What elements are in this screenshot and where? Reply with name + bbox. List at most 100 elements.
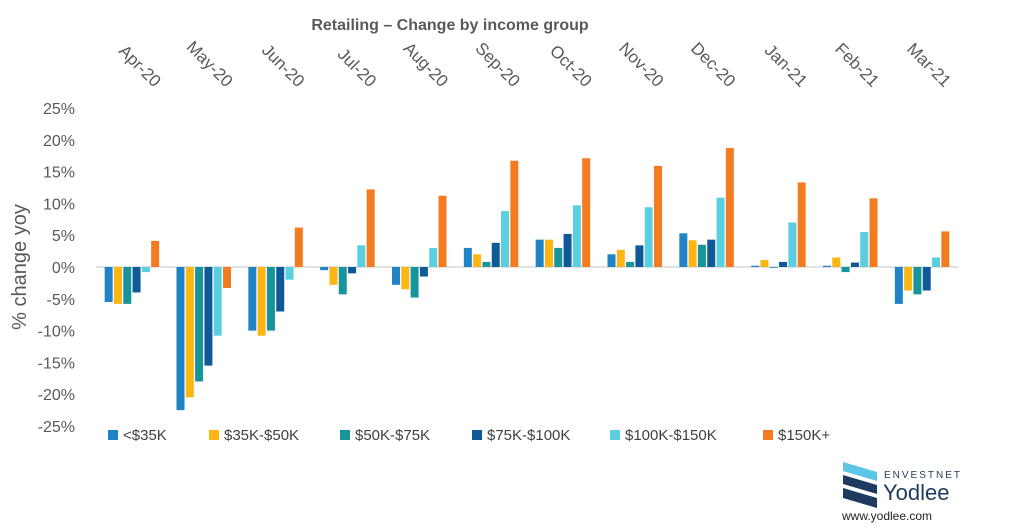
y-tick-label: 10%	[43, 196, 75, 213]
bar	[204, 267, 213, 366]
logo-mark	[843, 462, 877, 508]
bar	[338, 267, 347, 295]
bar	[688, 240, 697, 267]
legend-swatch	[340, 430, 350, 440]
bar	[223, 267, 231, 288]
bar	[850, 262, 859, 267]
bar	[582, 158, 591, 267]
x-tick-label: Aug-20	[400, 39, 452, 91]
bar	[941, 231, 950, 267]
bar	[841, 267, 850, 273]
bar	[823, 265, 831, 267]
y-tick-label: -15%	[38, 355, 75, 372]
y-tick-label: -10%	[38, 324, 75, 341]
bar	[104, 267, 113, 302]
legend-label: $35K-$50K	[224, 427, 299, 444]
bar	[707, 239, 716, 267]
bar	[266, 267, 275, 331]
x-tick-label: Dec-20	[687, 39, 739, 91]
bar	[760, 260, 769, 267]
x-tick-label: Sep-20	[471, 39, 523, 91]
legend-swatch	[763, 430, 773, 440]
bar	[607, 254, 616, 267]
x-tick-label: Jan-21	[761, 41, 811, 91]
bar	[725, 148, 734, 267]
legend-swatch	[610, 430, 620, 440]
legend-swatch	[108, 430, 118, 440]
bar	[716, 197, 725, 267]
bar	[463, 247, 472, 267]
bar	[185, 267, 194, 398]
bar	[554, 247, 563, 267]
bar	[654, 165, 662, 267]
bars	[104, 148, 950, 411]
bar	[176, 267, 185, 411]
bar	[544, 239, 553, 267]
legend: <$35K $35K-$50K $50K-$75K $75K-$100K $100K-$…	[108, 427, 830, 444]
x-tick-label: Oct-20	[546, 41, 596, 91]
logo: ENVESTNET Yodlee www.yodlee.com	[841, 462, 960, 523]
bar	[213, 267, 222, 336]
bar	[769, 267, 778, 268]
y-tick-label: 5%	[52, 228, 75, 245]
x-tick-label: Apr-20	[115, 41, 165, 91]
bar	[922, 267, 931, 291]
bar	[482, 261, 491, 267]
bar	[860, 232, 869, 267]
bar	[679, 233, 688, 267]
bar	[401, 267, 410, 290]
bar	[285, 267, 294, 280]
bar	[788, 222, 797, 267]
legend-label: $150K+	[778, 427, 830, 444]
y-tick-label: 0%	[52, 260, 75, 277]
bar	[357, 245, 366, 267]
y-tick-label: -25%	[38, 419, 75, 436]
chart-title: Retailing – Change by income group	[311, 17, 589, 34]
brand-url: www.yodlee.com	[841, 509, 932, 523]
bar	[913, 267, 922, 295]
bar	[832, 257, 841, 267]
y-tick-label: 15%	[43, 165, 75, 182]
y-tick-label: 25%	[43, 101, 75, 118]
bar	[151, 240, 160, 267]
bar	[438, 195, 447, 267]
legend-label: <$35K	[123, 427, 167, 444]
x-tick-label: May-20	[183, 37, 237, 91]
bar	[894, 267, 903, 304]
bar	[572, 205, 581, 267]
bar	[535, 239, 544, 267]
bar	[123, 267, 132, 304]
y-axis: 25% 20% 15% 10% 5% 0% -5% -10% -15% -20% -25%	[38, 101, 75, 436]
bar	[348, 267, 357, 274]
bar	[626, 261, 635, 267]
bar	[410, 267, 419, 298]
bar	[320, 267, 329, 271]
bar	[616, 249, 625, 267]
bar	[563, 233, 572, 267]
bar	[510, 160, 519, 267]
y-tick-label: -5%	[47, 292, 75, 309]
bar	[635, 245, 644, 267]
bar	[904, 267, 913, 291]
bar	[419, 267, 428, 277]
bar	[276, 267, 285, 312]
x-tick-label: Nov-20	[615, 39, 667, 91]
x-tick-label: Jul-20	[334, 45, 380, 91]
x-tick-label: Jun-20	[258, 41, 308, 91]
legend-label: $100K-$150K	[625, 427, 717, 444]
bar	[501, 211, 510, 267]
bar	[366, 189, 375, 267]
x-tick-label: Feb-21	[831, 39, 883, 91]
bar	[491, 242, 500, 267]
x-axis: Apr-20 May-20 Jun-20 Jul-20 Aug-20 Sep-20 Oct-…	[115, 37, 955, 91]
legend-label: $50K-$75K	[355, 427, 430, 444]
brand-name: Yodlee	[883, 480, 949, 505]
bar	[248, 267, 257, 331]
bar	[329, 267, 338, 285]
legend-swatch	[472, 430, 482, 440]
y-tick-label: -20%	[38, 387, 75, 404]
bar	[257, 267, 266, 336]
legend-label: $75K-$100K	[487, 427, 570, 444]
bar	[294, 227, 303, 267]
